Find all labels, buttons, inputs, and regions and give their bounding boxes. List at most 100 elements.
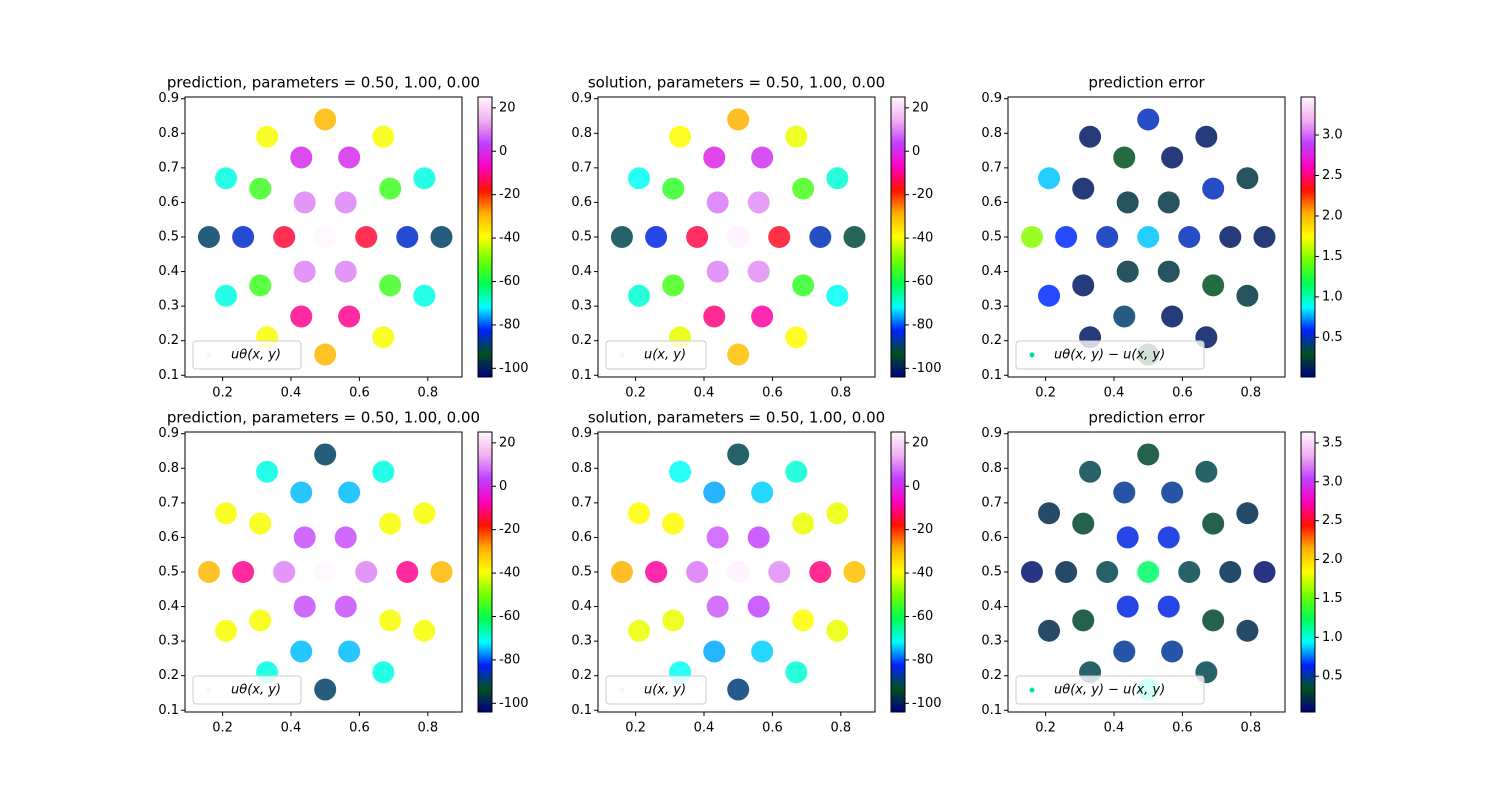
y-tick-label: 0.1 <box>158 703 179 718</box>
scatter-point <box>413 167 436 190</box>
scatter-point <box>1116 260 1139 283</box>
colorbar-tick-label: 20 <box>912 100 929 115</box>
y-tick-label: 0.7 <box>981 160 1002 175</box>
colorbar-tick-label: -20 <box>499 522 520 537</box>
chart-title: solution, parameters = 0.50, 1.00, 0.00 <box>588 74 885 92</box>
scatter-point <box>249 177 272 200</box>
colorbar-tick-label: 0 <box>912 479 920 494</box>
scatter-point <box>355 226 378 248</box>
x-tick-label: 0.4 <box>1104 386 1125 401</box>
scatter-point <box>1020 561 1043 583</box>
y-tick-label: 0.2 <box>158 668 179 683</box>
scatter-point <box>1161 146 1184 169</box>
scatter-point <box>1137 226 1160 248</box>
y-tick-label: 0.9 <box>981 426 1002 441</box>
scatter-point <box>669 460 692 483</box>
scatter-point <box>334 191 357 214</box>
colorbar-tick-label: 3.0 <box>1322 474 1343 489</box>
y-tick-label: 0.1 <box>158 368 179 383</box>
scatter-point <box>413 619 436 642</box>
scatter-point <box>1219 561 1242 583</box>
y-tick-label: 0.8 <box>158 126 179 141</box>
colorbar-tick-label: -80 <box>499 317 520 332</box>
x-tick-label: 0.2 <box>212 386 233 401</box>
colorbar-tick-label: 20 <box>499 100 516 115</box>
scatter-point <box>662 609 685 632</box>
chart-title: prediction error <box>1088 409 1205 427</box>
scatter-point <box>1116 595 1139 618</box>
scatter-point <box>215 167 238 190</box>
y-tick-label: 0.2 <box>158 333 179 348</box>
colorbar-tick-label: -100 <box>912 696 942 711</box>
scatter-point <box>1236 167 1259 190</box>
scatter-point <box>293 260 316 283</box>
x-tick-label: 0.2 <box>1035 721 1056 736</box>
y-tick-label: 0.5 <box>571 565 592 580</box>
x-tick-label: 0.4 <box>281 386 302 401</box>
y-tick-label: 0.6 <box>158 530 179 545</box>
scatter-point <box>1055 226 1078 248</box>
scatter-point <box>1236 619 1259 642</box>
colorbar-tick-label: -20 <box>912 187 933 202</box>
y-tick-label: 0.5 <box>571 230 592 245</box>
x-tick-label: 0.8 <box>1240 386 1261 401</box>
scatter-point <box>809 226 832 248</box>
scatter-point <box>792 512 815 535</box>
colorbar-tick-label: 0.5 <box>1322 330 1343 345</box>
scatter-point <box>1072 274 1095 297</box>
scatter-point <box>379 274 402 297</box>
y-tick-label: 0.3 <box>981 299 1002 314</box>
scatter-point <box>1202 274 1225 297</box>
y-tick-label: 0.7 <box>571 160 592 175</box>
scatter-point <box>1113 305 1136 328</box>
legend-label: u(x, y) <box>644 348 686 363</box>
y-tick-label: 0.3 <box>571 634 592 649</box>
scatter-point <box>1072 177 1095 200</box>
scatter-point <box>1096 561 1119 583</box>
scatter-point <box>751 481 774 504</box>
y-tick-label: 0.7 <box>571 495 592 510</box>
scatter-point <box>727 108 750 131</box>
colorbar-tick-label: -40 <box>912 566 933 581</box>
legend-label: uθ(x, y) − u(x, y) <box>1054 348 1165 363</box>
y-tick-label: 0.7 <box>981 495 1002 510</box>
scatter-point <box>768 561 791 583</box>
colorbar-tick-label: -80 <box>912 317 933 332</box>
scatter-point <box>610 226 633 248</box>
legend-marker <box>206 352 212 358</box>
scatter-point <box>785 661 808 684</box>
scatter-point <box>396 226 419 248</box>
colorbar-tick-label: 0 <box>499 479 507 494</box>
scatter-point <box>1219 226 1242 248</box>
scatter-point <box>809 561 832 583</box>
scatter-point <box>826 502 849 525</box>
y-tick-label: 0.6 <box>981 530 1002 545</box>
y-tick-label: 0.3 <box>158 299 179 314</box>
scatter-point <box>1079 460 1102 483</box>
colorbar-tick-label: 2.5 <box>1322 168 1343 183</box>
y-tick-label: 0.1 <box>981 703 1002 718</box>
scatter-point <box>1137 561 1160 583</box>
x-tick-label: 0.4 <box>694 721 715 736</box>
y-tick-label: 0.5 <box>158 230 179 245</box>
colorbar-tick-label: 2.5 <box>1322 513 1343 528</box>
y-tick-label: 0.2 <box>571 668 592 683</box>
scatter-point <box>662 177 685 200</box>
scatter-point <box>785 125 808 148</box>
plot-area <box>197 108 453 366</box>
legend-label: u(x, y) <box>644 683 686 698</box>
scatter-point <box>338 481 361 504</box>
x-tick-label: 0.6 <box>349 386 370 401</box>
scatter-point <box>293 191 316 214</box>
x-tick-label: 0.8 <box>1240 721 1261 736</box>
y-tick-label: 0.4 <box>158 599 179 614</box>
y-tick-label: 0.8 <box>981 461 1002 476</box>
legend-box <box>605 675 707 705</box>
scatter-point <box>686 226 709 248</box>
scatter-point <box>197 226 220 248</box>
scatter-point <box>792 177 815 200</box>
scatter-point <box>1236 284 1259 307</box>
y-tick-label: 0.3 <box>158 634 179 649</box>
colorbar-tick-label: -40 <box>912 231 933 246</box>
x-tick-label: 0.4 <box>281 721 302 736</box>
